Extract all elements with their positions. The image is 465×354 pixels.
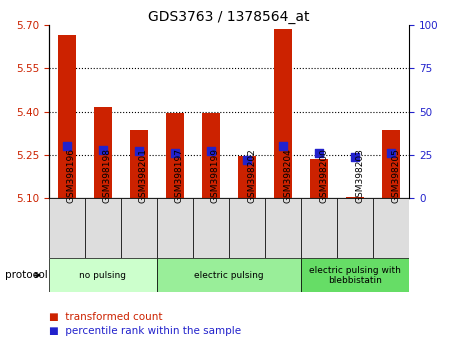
Text: GSM398199: GSM398199	[211, 148, 220, 203]
FancyBboxPatch shape	[265, 198, 301, 258]
FancyBboxPatch shape	[301, 198, 337, 258]
Text: ■  transformed count: ■ transformed count	[49, 312, 162, 322]
Text: ■  percentile rank within the sample: ■ percentile rank within the sample	[49, 326, 241, 336]
FancyBboxPatch shape	[193, 198, 229, 258]
Text: electric pulsing: electric pulsing	[194, 271, 264, 280]
Bar	[274, 29, 292, 198]
Text: protocol: protocol	[5, 270, 47, 280]
Text: GSM398200: GSM398200	[319, 148, 328, 203]
Text: electric pulsing with
blebbistatin: electric pulsing with blebbistatin	[309, 266, 401, 285]
Text: GSM398201: GSM398201	[139, 148, 148, 203]
Point	[315, 150, 323, 156]
Point	[387, 150, 395, 156]
Title: GDS3763 / 1378564_at: GDS3763 / 1378564_at	[148, 10, 310, 24]
Text: GSM398198: GSM398198	[103, 148, 112, 203]
Point	[352, 154, 359, 159]
Text: GSM398205: GSM398205	[391, 148, 400, 203]
FancyBboxPatch shape	[157, 198, 193, 258]
Bar	[238, 156, 256, 198]
Text: GSM398202: GSM398202	[247, 148, 256, 203]
Bar	[94, 107, 112, 198]
FancyBboxPatch shape	[49, 258, 157, 292]
FancyBboxPatch shape	[157, 258, 301, 292]
FancyBboxPatch shape	[229, 198, 265, 258]
Point	[99, 147, 106, 153]
Point	[279, 143, 287, 149]
Text: GSM398203: GSM398203	[355, 148, 364, 203]
Point	[63, 143, 71, 149]
Point	[135, 149, 143, 154]
FancyBboxPatch shape	[301, 258, 409, 292]
Bar	[382, 130, 400, 198]
Text: no pulsing: no pulsing	[80, 271, 126, 280]
FancyBboxPatch shape	[121, 198, 157, 258]
Text: GSM398197: GSM398197	[175, 148, 184, 203]
Bar	[130, 130, 148, 198]
Point	[243, 157, 251, 163]
Text: GSM398196: GSM398196	[67, 148, 76, 203]
Bar	[166, 113, 184, 198]
Bar	[202, 113, 220, 198]
Point	[207, 149, 215, 154]
Bar	[310, 159, 328, 198]
Bar	[346, 197, 364, 198]
Text: GSM398204: GSM398204	[283, 148, 292, 203]
FancyBboxPatch shape	[373, 198, 409, 258]
FancyBboxPatch shape	[85, 198, 121, 258]
Point	[171, 150, 179, 156]
FancyBboxPatch shape	[337, 198, 373, 258]
Bar	[58, 35, 76, 198]
FancyBboxPatch shape	[49, 198, 85, 258]
